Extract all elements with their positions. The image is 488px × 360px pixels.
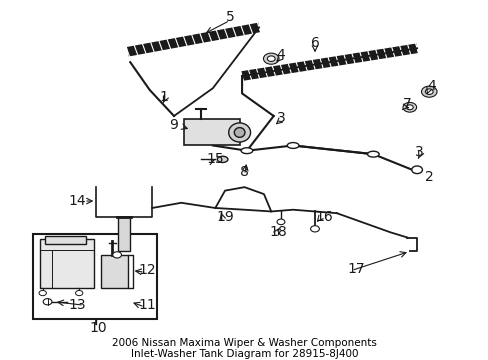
Bar [33,234,157,319]
Text: 11: 11 [138,298,156,312]
Ellipse shape [367,151,378,157]
Text: 8: 8 [240,165,248,179]
Bar [183,120,239,145]
Ellipse shape [411,166,422,174]
Ellipse shape [267,56,275,62]
Bar [40,239,94,288]
Ellipse shape [43,298,52,305]
Bar [118,217,130,251]
Text: 19: 19 [216,210,233,224]
Text: 18: 18 [269,225,287,239]
Text: 3: 3 [414,145,423,159]
Ellipse shape [421,86,436,97]
Ellipse shape [425,89,432,94]
Text: 3: 3 [276,111,285,125]
Ellipse shape [406,105,412,110]
Ellipse shape [39,291,46,296]
Text: 13: 13 [68,298,85,312]
Ellipse shape [228,123,250,142]
Ellipse shape [234,127,244,137]
Text: 6: 6 [310,36,319,50]
Text: 5: 5 [225,10,234,24]
Ellipse shape [287,143,298,148]
Text: 4: 4 [427,80,435,94]
Ellipse shape [217,156,227,162]
Text: 16: 16 [315,210,333,224]
Bar [101,255,127,288]
Ellipse shape [113,252,121,258]
Text: 14: 14 [68,194,85,208]
Ellipse shape [263,53,279,64]
Text: 1: 1 [160,90,168,104]
Text: 7: 7 [402,97,411,111]
Text: 17: 17 [347,262,365,276]
Ellipse shape [402,103,416,112]
Bar [45,236,86,244]
Text: 2006 Nissan Maxima Wiper & Washer Components: 2006 Nissan Maxima Wiper & Washer Compon… [112,338,376,348]
Text: 9: 9 [169,118,178,132]
Ellipse shape [310,226,319,232]
Text: Inlet-Washer Tank Diagram for 28915-8J400: Inlet-Washer Tank Diagram for 28915-8J40… [130,348,358,359]
Text: 15: 15 [206,152,224,166]
Ellipse shape [241,148,252,154]
Text: 2: 2 [424,170,433,184]
Ellipse shape [75,291,82,296]
Text: 4: 4 [276,48,285,62]
Text: 10: 10 [90,321,107,335]
Ellipse shape [277,219,285,225]
Text: 12: 12 [138,264,156,278]
